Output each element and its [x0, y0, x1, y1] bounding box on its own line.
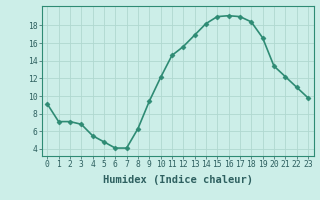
X-axis label: Humidex (Indice chaleur): Humidex (Indice chaleur)	[103, 175, 252, 185]
